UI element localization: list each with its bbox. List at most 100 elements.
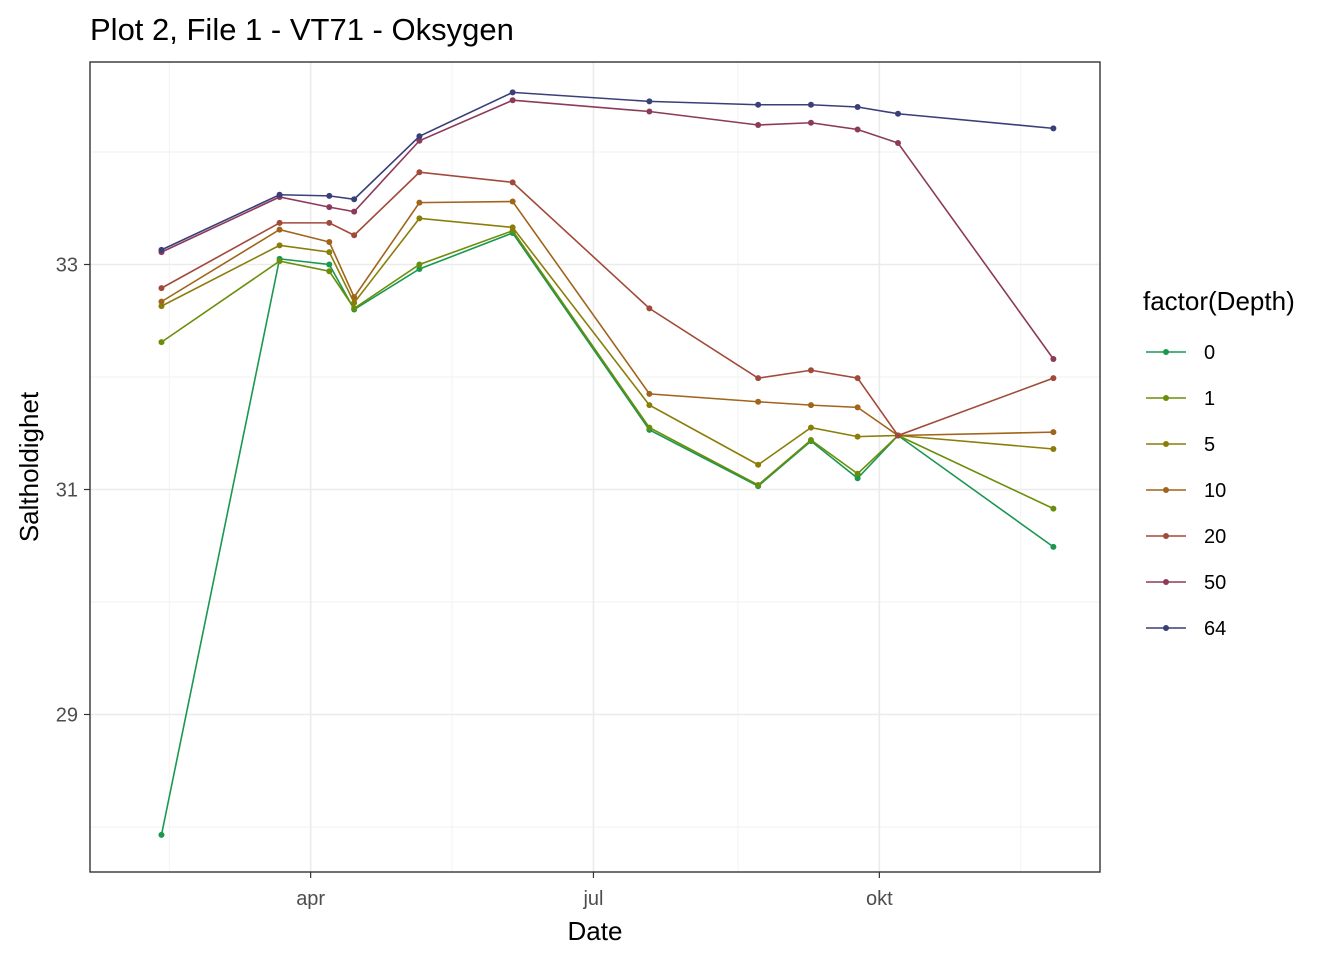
data-point [755, 482, 762, 488]
legend-item-1: 1 [1146, 388, 1215, 410]
data-point [755, 461, 762, 468]
data-point [326, 204, 333, 211]
series-lines [158, 89, 1057, 838]
data-point [646, 424, 653, 431]
data-point [895, 140, 901, 146]
series-line [161, 91, 1054, 251]
legend-items: 0 1 5 10 20 50 64 [1146, 342, 1226, 640]
legend-key-point [1163, 533, 1169, 539]
data-point [807, 101, 814, 108]
data-point [854, 104, 861, 110]
data-point [509, 97, 516, 104]
data-point [1050, 375, 1057, 382]
y-axis-title: Saltholdighet [14, 391, 44, 542]
data-point [276, 258, 283, 265]
data-point [646, 402, 653, 409]
legend-title: factor(Depth) [1143, 286, 1295, 316]
data-point [351, 294, 358, 301]
data-point [416, 266, 423, 272]
data-point [854, 375, 861, 382]
data-point [807, 402, 814, 409]
legend-label: 20 [1204, 526, 1226, 548]
data-point [755, 122, 762, 128]
data-point [1050, 429, 1057, 436]
data-point [646, 108, 653, 115]
legend-label: 0 [1204, 342, 1215, 364]
data-point [416, 137, 423, 144]
legend-item-50: 50 [1146, 572, 1226, 594]
data-point [416, 261, 423, 268]
data-point [276, 219, 283, 226]
data-point [895, 432, 901, 439]
data-point [807, 424, 814, 431]
y-tick-label: 33 [56, 255, 78, 277]
data-point [1050, 505, 1057, 512]
data-point [351, 305, 358, 312]
series-20 [158, 169, 1057, 439]
data-point [646, 305, 653, 312]
legend: factor(Depth) 0 1 5 10 20 50 64 [1143, 286, 1295, 640]
series-64 [158, 89, 1057, 253]
series-line [160, 232, 1054, 836]
legend-key-point [1163, 625, 1169, 631]
series-line [161, 99, 1055, 360]
legend-label: 10 [1204, 480, 1226, 502]
panel-background [90, 62, 1100, 872]
data-point [326, 249, 333, 256]
data-point [854, 433, 861, 440]
data-point [158, 339, 165, 346]
data-point [807, 119, 814, 126]
data-point [509, 224, 516, 231]
data-point [854, 475, 861, 482]
x-tick-label: jul [582, 888, 603, 910]
data-point [351, 232, 358, 239]
legend-label: 64 [1204, 618, 1226, 640]
data-point [1050, 543, 1057, 550]
data-point [326, 261, 333, 268]
data-point [509, 89, 516, 96]
legend-key-point [1163, 441, 1169, 447]
series-line [161, 217, 1054, 466]
chart-title: Plot 2, File 1 - VT71 - Oksygen [90, 12, 514, 47]
x-axis-title: Date [568, 916, 623, 946]
data-point [276, 226, 283, 233]
data-point [158, 298, 165, 305]
legend-label: 1 [1204, 388, 1215, 410]
plot-panel [89, 61, 1101, 873]
data-point [755, 101, 762, 108]
legend-item-20: 20 [1146, 526, 1226, 548]
y-tick-label: 31 [56, 480, 78, 502]
data-point [158, 303, 165, 310]
x-axis: apr jul okt [296, 872, 893, 910]
data-point [807, 437, 814, 443]
data-point [158, 246, 165, 253]
data-point [1050, 356, 1057, 362]
series-line [161, 200, 1054, 437]
series-50 [158, 97, 1057, 362]
data-point [158, 285, 165, 292]
x-tick-label: okt [866, 888, 893, 910]
data-point [854, 404, 861, 411]
data-point [646, 98, 653, 105]
data-point [326, 192, 333, 199]
legend-item-10: 10 [1146, 480, 1226, 502]
data-point [351, 208, 358, 215]
legend-key-point [1163, 579, 1169, 585]
data-point [326, 219, 333, 226]
data-point [326, 239, 333, 245]
panel-border [89, 61, 1101, 873]
data-point [416, 199, 423, 206]
data-point [509, 198, 516, 205]
legend-key-point [1163, 487, 1169, 493]
data-point [854, 126, 861, 133]
legend-item-64: 64 [1146, 618, 1226, 640]
series-line [161, 229, 1054, 510]
data-point [854, 470, 861, 477]
grid-lines [90, 62, 1100, 872]
legend-item-0: 0 [1146, 342, 1215, 364]
legend-label: 50 [1204, 572, 1226, 594]
legend-label: 5 [1204, 434, 1215, 456]
data-point [351, 299, 358, 306]
data-point [276, 242, 283, 249]
